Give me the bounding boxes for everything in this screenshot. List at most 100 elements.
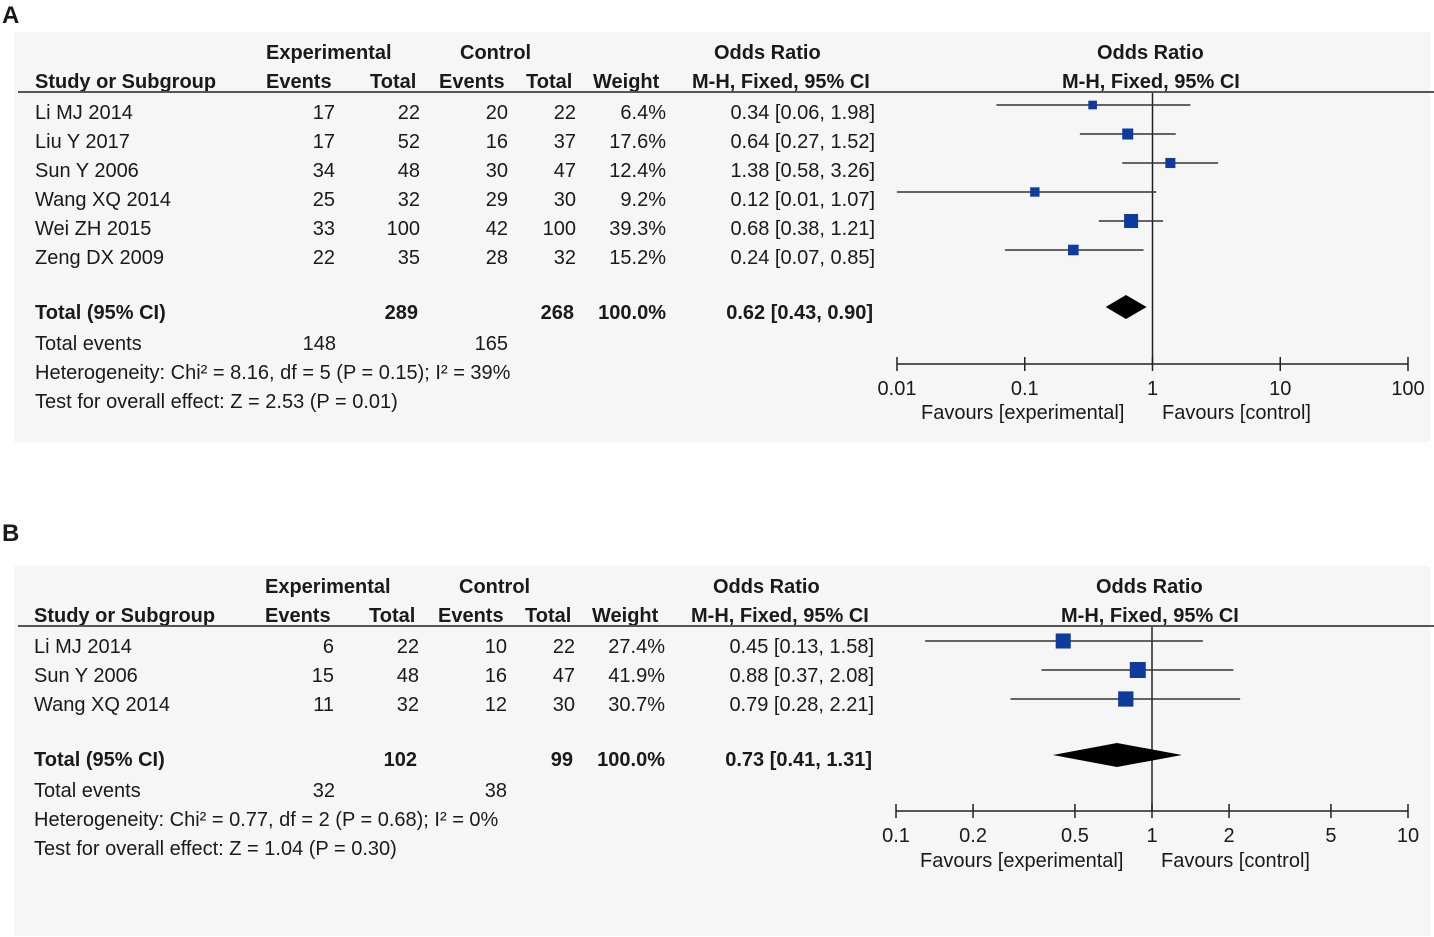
header-odds-ratio: Odds Ratio xyxy=(714,42,821,64)
exp-events: 15 xyxy=(311,665,334,687)
total-weight: 100.0% xyxy=(598,302,666,324)
effect-marker xyxy=(1124,214,1139,228)
pooled-diamond xyxy=(1105,295,1147,319)
ctrl-events: 28 xyxy=(485,247,508,269)
weight: 39.3% xyxy=(609,218,666,240)
weight: 41.9% xyxy=(608,665,665,687)
heterogeneity: Heterogeneity: Chi² = 0.77, df = 2 (P = … xyxy=(34,809,499,831)
ctrl-total: 47 xyxy=(552,665,575,687)
header-weight: Weight xyxy=(593,71,660,93)
header-events-exp: Events xyxy=(265,605,331,627)
header-events-ctrl: Events xyxy=(439,71,505,93)
exp-total: 35 xyxy=(397,247,420,269)
ctrl-events: 10 xyxy=(484,636,507,658)
weight: 27.4% xyxy=(608,636,665,658)
ctrl-total: 30 xyxy=(552,694,575,716)
or-ci: 0.45 [0.13, 1.58] xyxy=(729,636,874,658)
exp-events: 34 xyxy=(312,160,335,182)
ctrl-events: 29 xyxy=(485,189,508,211)
header-method-plot: M-H, Fixed, 95% CI xyxy=(1062,71,1240,93)
x-tick-label: 10 xyxy=(1269,378,1291,400)
x-tick-label: 0.01 xyxy=(878,378,917,400)
ctrl-total: 30 xyxy=(553,189,576,211)
exp-total: 32 xyxy=(396,694,419,716)
header-method: M-H, Fixed, 95% CI xyxy=(691,605,869,627)
panel-a: Experimental Control Odds Ratio Odds Rat… xyxy=(0,0,1434,442)
pooled-diamond xyxy=(1052,743,1183,767)
study-name: Zeng DX 2009 xyxy=(35,247,164,269)
exp-total: 52 xyxy=(397,131,420,153)
exp-total: 22 xyxy=(396,636,419,658)
total-label: Total (95% CI) xyxy=(34,749,165,771)
exp-events: 17 xyxy=(312,131,335,153)
total-weight: 100.0% xyxy=(597,749,665,771)
effect-marker xyxy=(1129,662,1146,678)
study-name: Wei ZH 2015 xyxy=(35,218,152,240)
x-tick-label: 0.1 xyxy=(882,825,910,847)
weight: 6.4% xyxy=(620,102,666,124)
header-total-exp: Total xyxy=(370,71,417,93)
header-rule xyxy=(18,625,1434,627)
total-events-exp: 148 xyxy=(302,333,336,355)
x-tick-label: 10 xyxy=(1397,825,1419,847)
total-events-ctrl: 165 xyxy=(474,333,508,355)
exp-total: 22 xyxy=(397,102,420,124)
ctrl-events: 16 xyxy=(485,131,508,153)
ctrl-total: 37 xyxy=(553,131,576,153)
total-ctrl: 99 xyxy=(550,749,573,771)
weight: 12.4% xyxy=(609,160,666,182)
forest-plot: 0.1 0.2 0.5 1 2 5 10 xyxy=(882,627,1419,847)
exp-events: 25 xyxy=(312,189,335,211)
header-control: Control xyxy=(460,42,532,64)
total-events-exp: 32 xyxy=(312,780,335,802)
total-ctrl: 268 xyxy=(540,302,574,324)
study-name: Liu Y 2017 xyxy=(35,131,130,153)
effect-marker xyxy=(1068,244,1079,256)
x-tick-label: 0.1 xyxy=(1011,378,1039,400)
overall-effect: Test for overall effect: Z = 1.04 (P = 0… xyxy=(34,838,397,860)
total-label: Total (95% CI) xyxy=(35,302,166,324)
total-events-label: Total events xyxy=(34,780,141,802)
ctrl-total: 32 xyxy=(553,247,576,269)
total-exp: 289 xyxy=(384,302,418,324)
panel-b-background xyxy=(14,566,1430,936)
or-ci: 0.88 [0.37, 2.08] xyxy=(729,665,874,687)
study-name: Sun Y 2006 xyxy=(34,665,138,687)
heterogeneity: Heterogeneity: Chi² = 8.16, df = 5 (P = … xyxy=(35,362,511,384)
total-exp: 102 xyxy=(383,749,417,771)
panel-a-label: A xyxy=(2,2,20,29)
weight: 15.2% xyxy=(609,247,666,269)
ctrl-events: 16 xyxy=(484,665,507,687)
total-events-ctrl: 38 xyxy=(484,780,507,802)
header-total-ctrl: Total xyxy=(525,605,572,627)
x-tick-label: 1 xyxy=(1146,825,1157,847)
study-name: Sun Y 2006 xyxy=(35,160,139,182)
exp-total: 32 xyxy=(397,189,420,211)
effect-marker xyxy=(1165,157,1176,169)
or-ci: 0.24 [0.07, 0.85] xyxy=(730,247,875,269)
favours-control: Favours [control] xyxy=(1161,850,1310,872)
total-or-ci: 0.73 [0.41, 1.31] xyxy=(725,749,872,771)
header-experimental: Experimental xyxy=(265,576,391,598)
exp-events: 6 xyxy=(322,636,334,658)
weight: 9.2% xyxy=(620,189,666,211)
exp-events: 33 xyxy=(312,218,335,240)
study-name: Li MJ 2014 xyxy=(34,636,132,658)
or-ci: 0.12 [0.01, 1.07] xyxy=(730,189,875,211)
header-method: M-H, Fixed, 95% CI xyxy=(692,71,870,93)
ctrl-total: 22 xyxy=(553,102,576,124)
exp-events: 11 xyxy=(313,694,334,716)
header-events-ctrl: Events xyxy=(438,605,504,627)
total-events-label: Total events xyxy=(35,333,142,355)
ctrl-events: 12 xyxy=(484,694,507,716)
ctrl-total: 22 xyxy=(552,636,575,658)
header-control: Control xyxy=(459,576,531,598)
panel-a-background xyxy=(14,32,1430,442)
or-ci: 0.64 [0.27, 1.52] xyxy=(730,131,875,153)
exp-events: 22 xyxy=(312,247,335,269)
exp-total: 48 xyxy=(397,160,420,182)
weight: 30.7% xyxy=(608,694,665,716)
x-tick-label: 2 xyxy=(1224,825,1235,847)
panel-b-label: B xyxy=(2,520,20,547)
x-tick-label: 5 xyxy=(1325,825,1336,847)
